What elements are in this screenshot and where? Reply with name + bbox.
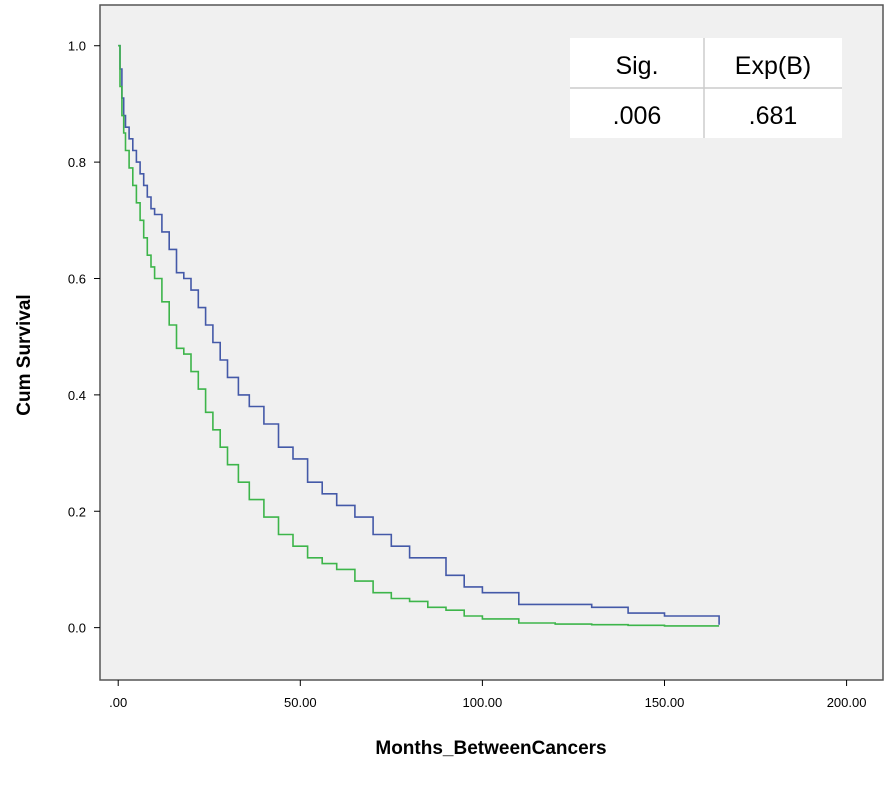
y-tick-label: 0.8 [68, 155, 86, 170]
stats-table: Sig. Exp(B) .006 .681 [570, 38, 842, 138]
y-tick-label: 0.4 [68, 388, 86, 403]
y-tick-label: 0.2 [68, 504, 86, 519]
survival-curve-2 [118, 44, 720, 627]
stats-header-expb: Exp(B) [735, 52, 811, 80]
y-tick-label: 0.0 [68, 621, 86, 636]
x-tick-label: 50.00 [284, 695, 317, 710]
x-tick-label: 150.00 [645, 695, 685, 710]
x-tick-label: 200.00 [827, 695, 867, 710]
x-tick-label: .00 [109, 695, 127, 710]
y-tick-label: 1.0 [68, 39, 86, 54]
x-axis-title: Months_BetweenCancers [375, 738, 606, 759]
stats-value-sig: .006 [613, 102, 662, 130]
x-tick-label: 100.00 [463, 695, 503, 710]
survival-curve-1 [118, 44, 720, 625]
y-axis-title: Cum Survival [14, 294, 35, 415]
y-tick-label: 0.6 [68, 271, 86, 286]
stats-header-sig: Sig. [615, 52, 658, 80]
ticks-layer: .00 50.00 100.00 150.00 200.00 0.0 0.2 0.4 0.6 0.… [68, 39, 867, 710]
series-layer [118, 44, 720, 627]
stats-value-expb: .681 [749, 102, 798, 130]
